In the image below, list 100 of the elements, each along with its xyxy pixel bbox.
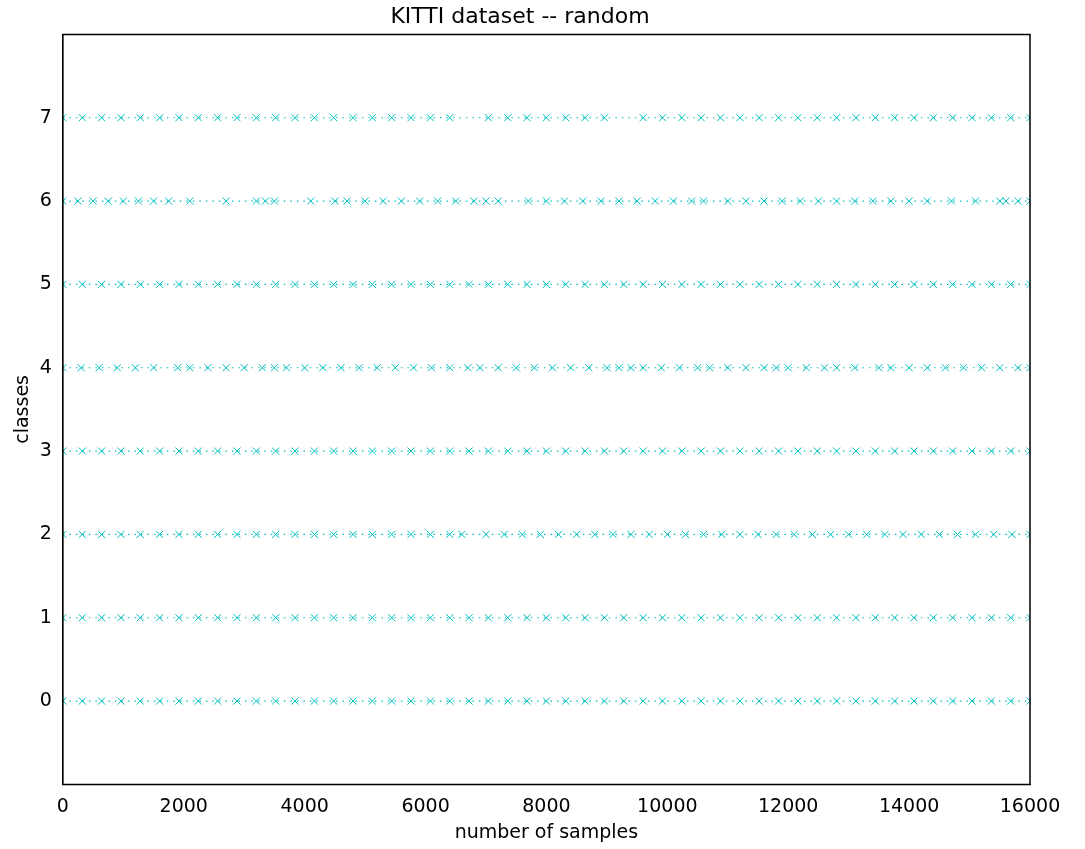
- point: [716, 113, 725, 122]
- point: [886, 363, 896, 372]
- point: [880, 530, 889, 539]
- point: [584, 363, 593, 372]
- point: [941, 363, 950, 372]
- point: [134, 197, 143, 206]
- point: [213, 613, 222, 622]
- point: [614, 197, 624, 206]
- y-axis-title: classes: [10, 375, 33, 444]
- point: [97, 280, 106, 289]
- point: [427, 363, 436, 372]
- point: [445, 280, 454, 289]
- point: [687, 197, 696, 206]
- point: [909, 697, 918, 706]
- point: [959, 363, 968, 372]
- point: [136, 280, 145, 289]
- point: [542, 113, 551, 122]
- point: [116, 113, 125, 122]
- point: [97, 447, 106, 456]
- y-tick-label: 3: [39, 438, 52, 460]
- point: [78, 613, 87, 622]
- point: [614, 363, 624, 372]
- point: [213, 530, 222, 539]
- point: [554, 530, 563, 539]
- point: [639, 363, 648, 372]
- point: [935, 530, 944, 539]
- point: [174, 613, 183, 622]
- point: [929, 613, 938, 622]
- point: [426, 113, 435, 122]
- point: [445, 363, 454, 372]
- point: [174, 697, 183, 706]
- point: [581, 447, 590, 456]
- point: [361, 197, 370, 206]
- y-tick-label: 7: [39, 104, 52, 127]
- point: [523, 113, 532, 122]
- point: [484, 697, 493, 706]
- point: [426, 280, 435, 289]
- point: [716, 697, 725, 706]
- point: [457, 530, 466, 539]
- point: [561, 280, 570, 289]
- point: [232, 113, 241, 122]
- point: [581, 613, 590, 622]
- point: [735, 613, 744, 622]
- point: [530, 363, 539, 372]
- point: [909, 447, 918, 456]
- point: [194, 530, 203, 539]
- point: [261, 197, 270, 206]
- point: [793, 613, 802, 622]
- point: [481, 530, 491, 539]
- point: [78, 697, 87, 706]
- point: [469, 197, 478, 206]
- point: [445, 613, 454, 622]
- point: [149, 197, 158, 206]
- point: [252, 113, 261, 122]
- point: [735, 113, 744, 122]
- point: [407, 697, 416, 706]
- point: [290, 697, 300, 706]
- point: [445, 113, 454, 122]
- point: [518, 530, 527, 539]
- point: [658, 447, 667, 456]
- point: [194, 613, 203, 622]
- point: [348, 697, 358, 706]
- point: [967, 697, 977, 706]
- point: [772, 530, 781, 539]
- point: [677, 447, 686, 456]
- point: [116, 280, 125, 289]
- point: [445, 530, 454, 539]
- point: [774, 280, 783, 289]
- point: [252, 447, 261, 456]
- point: [329, 447, 338, 456]
- point: [772, 363, 781, 372]
- y-tick-label: 5: [39, 271, 52, 294]
- point: [760, 197, 769, 206]
- point: [78, 113, 87, 122]
- point: [669, 197, 678, 206]
- point: [995, 197, 1004, 206]
- point: [716, 613, 725, 622]
- point: [136, 530, 145, 539]
- point: [348, 530, 358, 539]
- point: [760, 363, 769, 372]
- point: [271, 113, 280, 122]
- point: [699, 530, 708, 539]
- point: [1001, 197, 1010, 206]
- point: [813, 447, 822, 456]
- point: [97, 697, 106, 706]
- point: [213, 280, 222, 289]
- point: [681, 530, 690, 539]
- point: [136, 697, 145, 706]
- point: [697, 613, 706, 622]
- point: [862, 530, 871, 539]
- point: [252, 197, 261, 206]
- point: [917, 530, 926, 539]
- point: [909, 280, 918, 289]
- x-tick-label: 10000: [637, 793, 698, 816]
- point: [368, 113, 377, 122]
- point: [194, 280, 203, 289]
- point: [697, 697, 706, 706]
- point: [600, 280, 609, 289]
- point: [987, 613, 996, 622]
- point: [561, 113, 570, 122]
